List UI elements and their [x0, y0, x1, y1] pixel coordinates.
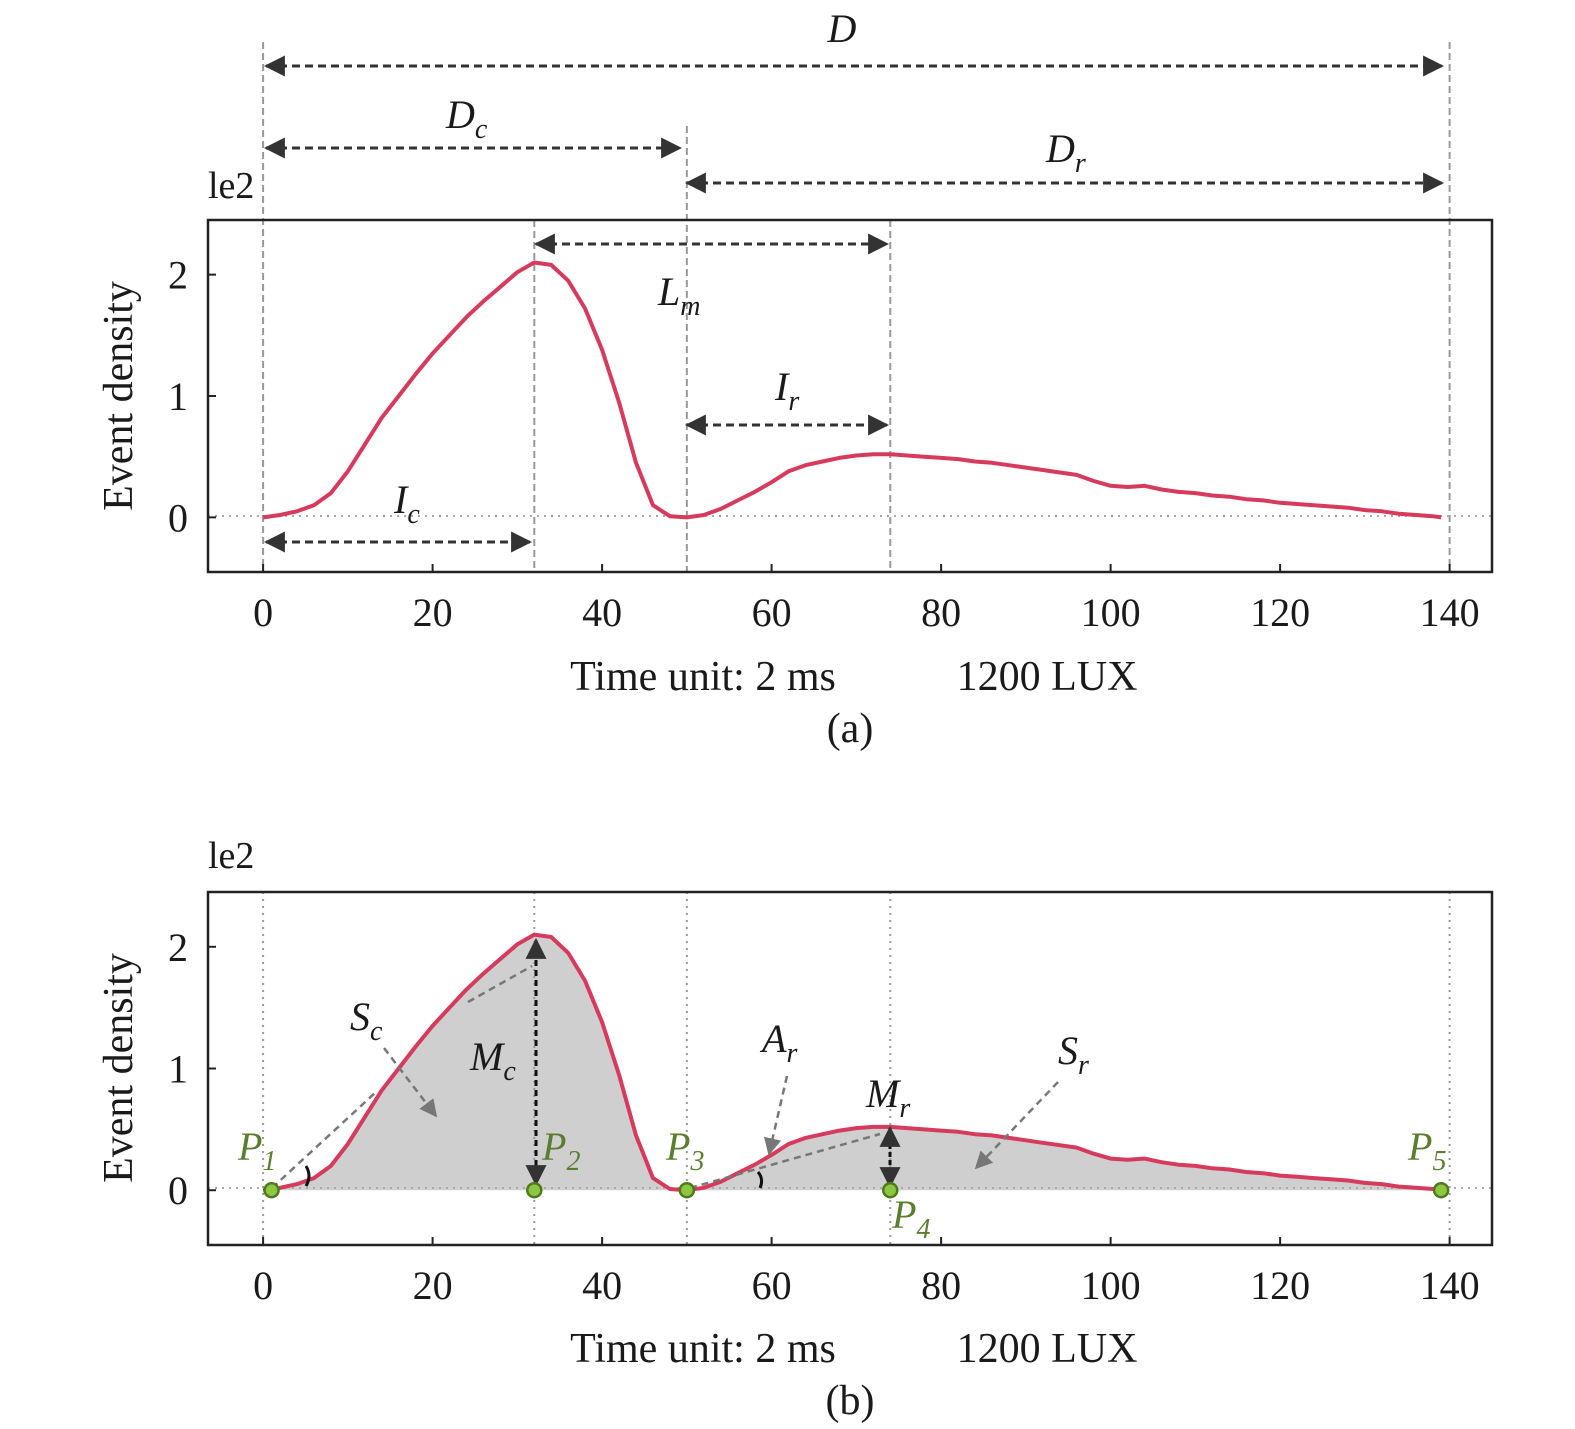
b-label-P5: P5	[1407, 1124, 1446, 1177]
b-x-tick-label: 60	[752, 1263, 792, 1308]
b-area-fill	[263, 934, 1442, 1191]
b-angle-arc-P3	[756, 1171, 764, 1189]
b-x-tick-label: 0	[253, 1263, 273, 1308]
b-angle-arc-P1	[304, 1165, 311, 1187]
b-label-Sc: Sc	[350, 994, 383, 1047]
a-x-tick-label: 140	[1420, 590, 1480, 635]
b-points	[263, 1181, 1450, 1199]
b-point-p5	[1432, 1181, 1450, 1199]
a-x-axis-label: Time unit: 2 ms	[570, 654, 836, 700]
b-point-p1	[263, 1181, 280, 1199]
b-label-Sr: Sr	[1058, 1028, 1089, 1081]
b-x-tick-label: 80	[921, 1263, 961, 1308]
b-x-tick-label: 140	[1420, 1263, 1480, 1308]
b-pointer-Ar	[764, 1075, 789, 1156]
b-point-p4	[882, 1181, 899, 1199]
a-label-Lm: Lm	[657, 269, 700, 322]
b-caption: (b)	[826, 1378, 875, 1424]
b-y-tick-label: 1	[168, 1047, 188, 1092]
a-y-tick-label: 0	[168, 495, 188, 540]
b-label-Ar: Ar	[759, 1016, 797, 1069]
b-y-tick-label: 0	[168, 1168, 188, 1213]
b-y-tick-label: 2	[168, 925, 188, 970]
b-axis-ticks: 0 20 40 60 80 100 120 140 0 1 2	[168, 925, 1480, 1308]
b-label-Mr: Mr	[865, 1071, 910, 1124]
a-label-Dr: Dr	[1045, 126, 1086, 179]
b-point-p2	[526, 1181, 543, 1199]
b-point-p3	[678, 1181, 696, 1199]
a-series-line	[262, 260, 1442, 520]
a-label-Ir: Ir	[774, 364, 799, 417]
b-x-tick-label: 120	[1250, 1263, 1310, 1308]
b-pointer-Sc	[383, 1047, 438, 1118]
b-slope-line-P3	[689, 1132, 881, 1190]
a-y-axis-label: Event density	[96, 281, 142, 511]
a-y-tick-label: 2	[168, 253, 188, 298]
a-x-tick-label: 40	[582, 590, 622, 635]
b-condition-label: 1200 LUX	[957, 1326, 1138, 1372]
a-x-tick-label: 120	[1250, 590, 1310, 635]
b-label-Mc: Mc	[469, 1034, 516, 1087]
b-pointer-Sr	[974, 1081, 1059, 1170]
b-slope-line-peak	[467, 964, 533, 1004]
b-series-line	[262, 932, 1442, 1193]
a-x-tick-label: 80	[921, 590, 961, 635]
b-label-P1: P1	[237, 1124, 276, 1177]
b-x-tick-label: 40	[582, 1263, 622, 1308]
a-label-D: D	[827, 6, 857, 51]
a-x-tick-label: 20	[413, 590, 453, 635]
b-y-multiplier: le2	[208, 835, 254, 877]
b-x-tick-label: 20	[413, 1263, 453, 1308]
a-x-tick-label: 100	[1081, 590, 1141, 635]
a-label-Dc: Dc	[445, 92, 488, 145]
b-label-P3: P3	[665, 1124, 704, 1177]
a-guide-lines	[262, 42, 1451, 572]
b-label-P4: P4	[891, 1192, 930, 1245]
b-y-axis-label: Event density	[96, 953, 142, 1183]
a-caption: (a)	[827, 706, 874, 752]
a-y-multiplier: le2	[208, 165, 254, 207]
b-x-axis-label: Time unit: 2 ms	[570, 1326, 836, 1372]
b-label-P2: P2	[541, 1124, 580, 1177]
a-x-tick-label: 60	[752, 590, 792, 635]
a-x-tick-label: 0	[253, 590, 273, 635]
a-axis-ticks: 0 20 40 60 80 100 120 140 0 1 2	[168, 253, 1480, 635]
a-condition-label: 1200 LUX	[957, 654, 1138, 700]
b-x-tick-label: 100	[1081, 1263, 1141, 1308]
a-label-Ic: Ic	[393, 477, 420, 530]
a-y-tick-label: 1	[168, 374, 188, 419]
